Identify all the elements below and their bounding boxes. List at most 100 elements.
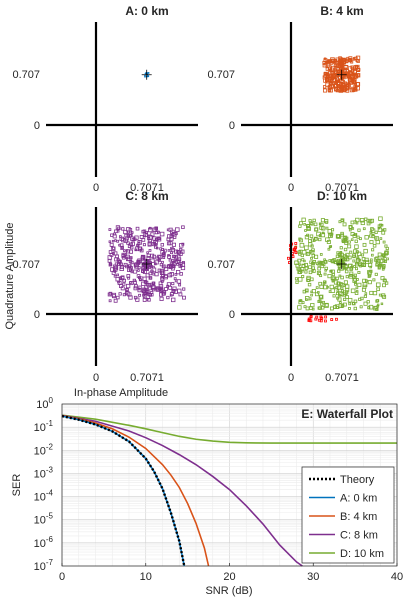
constellation-point [122, 293, 126, 297]
error-point [335, 317, 338, 321]
constellation-point [306, 279, 310, 282]
constellation-point [331, 65, 336, 71]
panel-b-y-tick-1: 0.707 [207, 69, 235, 81]
constellation-point [331, 273, 335, 277]
constellation-point [145, 273, 150, 278]
constellation-point [135, 226, 140, 231]
constellation-point [108, 228, 112, 231]
constellation-point [328, 85, 333, 90]
constellation-point [343, 247, 348, 252]
constellation-point [361, 253, 365, 257]
constellation-point [343, 284, 346, 287]
constellation-point [302, 289, 307, 294]
constellation-point [332, 78, 337, 83]
constellation-point [142, 243, 146, 247]
constellation-point [142, 262, 147, 267]
constellation-point [337, 81, 341, 86]
constellation-point [331, 59, 335, 63]
x-tick-label: 0 [59, 571, 65, 583]
constellation-point [120, 245, 124, 249]
constellation-point [336, 258, 341, 263]
constellation-point [130, 241, 135, 246]
constellation-point [133, 286, 138, 291]
constellation-point [382, 294, 387, 299]
constellation-point [338, 56, 342, 61]
constellation-point [355, 86, 360, 91]
constellation-point [345, 275, 349, 279]
constellation-point [319, 261, 323, 265]
constellation-point [142, 298, 147, 302]
constellation-point [344, 269, 349, 274]
constellation-point [330, 75, 335, 80]
constellation-point [351, 79, 356, 84]
constellation-point [150, 265, 154, 268]
constellation-point [107, 292, 112, 297]
constellation-point [318, 237, 322, 242]
constellation-point [178, 264, 183, 268]
constellation-point [354, 239, 358, 243]
legend-label: B: 4 km [340, 511, 377, 523]
constellation-point [386, 257, 389, 261]
panel-b-marks [322, 55, 361, 93]
constellation-point [378, 216, 383, 221]
constellation-point [369, 269, 373, 273]
legend-label: Theory [340, 474, 375, 486]
error-point [324, 315, 328, 319]
constellation-point [340, 286, 344, 290]
panel-c-x-tick-0: 0 [93, 372, 99, 384]
constellation-point [127, 232, 133, 238]
constellation-point [318, 294, 324, 300]
constellation-point [349, 250, 353, 254]
constellation-point [325, 73, 330, 77]
constellation-point [377, 263, 382, 268]
constellation-point [345, 290, 349, 294]
panel-d: D: 10 km 0 0.7071 0 0.707 [207, 189, 393, 384]
constellation-point [344, 67, 347, 71]
constellation-point [322, 63, 327, 68]
constellation-point [116, 229, 120, 233]
constellation-point [161, 260, 164, 264]
constellation-point [136, 274, 141, 278]
constellation-point [314, 254, 319, 259]
constellation-point [342, 89, 346, 93]
error-point [319, 319, 323, 323]
constellation-point [363, 248, 368, 254]
constellation-point [157, 268, 162, 273]
constellation-point [129, 281, 134, 286]
panel-c-y-tick-0: 0 [34, 309, 40, 321]
constellation-point [159, 247, 163, 251]
constellation-point [362, 260, 366, 264]
constellation-point [147, 75, 150, 77]
constellation-point [118, 292, 122, 296]
constellation-point [335, 292, 340, 296]
constellation-point [159, 270, 165, 275]
error-point [324, 319, 327, 323]
constellation-point [120, 265, 125, 270]
panel-a-x-tick-0: 0 [93, 182, 99, 194]
constellation-point [148, 227, 153, 233]
constellation-point [327, 247, 331, 251]
constellation-point [326, 61, 331, 66]
constellation-point [343, 297, 347, 301]
constellation-point [133, 269, 138, 274]
constellation-point [297, 258, 302, 263]
constellation-point [173, 289, 178, 294]
constellation-point [144, 266, 149, 271]
constellation-point [114, 239, 117, 242]
constellation-point [357, 282, 362, 287]
constellation-point [134, 248, 137, 252]
panel-e-lines [61, 414, 397, 567]
constellation-point [130, 236, 135, 241]
constellation-point [176, 262, 180, 266]
constellation-point [320, 232, 326, 238]
constellation-point [133, 295, 138, 300]
constellation-point [353, 299, 358, 304]
constellation-point [353, 74, 358, 79]
constellation-point [153, 242, 158, 247]
constellation-point [382, 254, 387, 258]
panel-c-xlabel: In-phase Amplitude [74, 387, 168, 399]
constellation-point [348, 307, 351, 310]
constellation-point [364, 235, 369, 240]
constellation-point [317, 260, 322, 265]
constellation-point [178, 251, 183, 256]
